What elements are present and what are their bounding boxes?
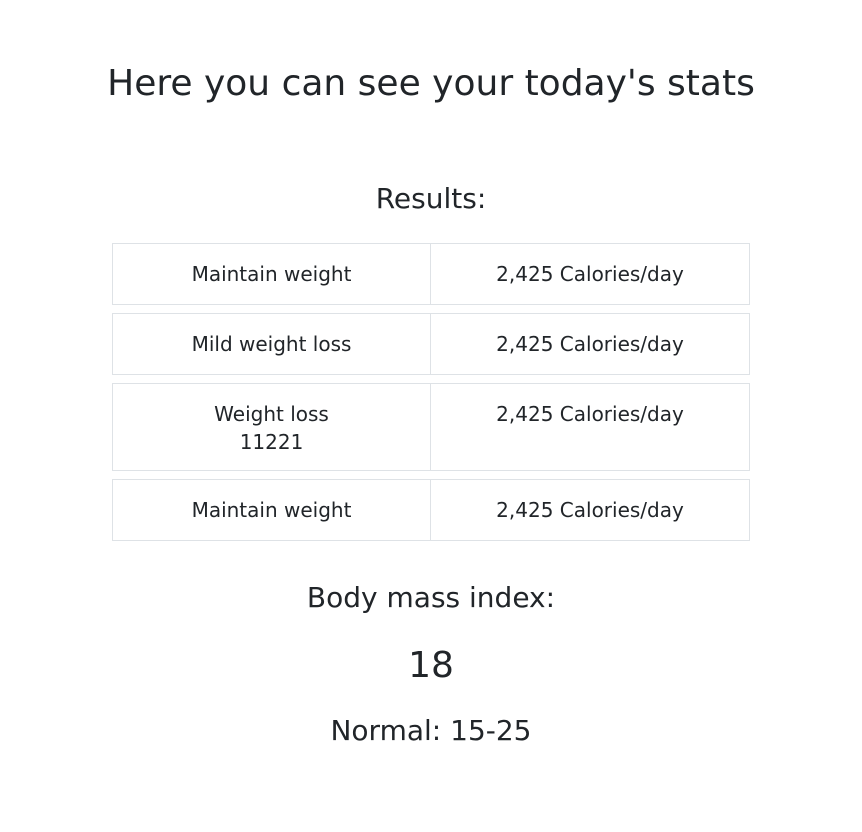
result-row: Mild weight loss 2,425 Calories/day	[112, 313, 750, 375]
result-label-detail: 11221	[239, 430, 304, 454]
results-table: Maintain weight 2,425 Calories/day Mild …	[112, 243, 750, 549]
result-label: Maintain weight	[191, 262, 352, 286]
page-title: Here you can see your today's stats	[107, 63, 755, 104]
result-value: 2,425 Calories/day	[496, 402, 684, 426]
result-row: Maintain weight 2,425 Calories/day	[112, 479, 750, 541]
result-label: Maintain weight	[191, 498, 352, 522]
result-value-cell: 2,425 Calories/day	[430, 479, 750, 541]
result-label-cell: Maintain weight	[112, 243, 431, 305]
results-heading: Results:	[375, 182, 487, 215]
result-label: Weight loss	[214, 402, 329, 426]
result-value-cell: 2,425 Calories/day	[430, 243, 750, 305]
result-value-cell: 2,425 Calories/day	[430, 383, 750, 471]
result-value: 2,425 Calories/day	[496, 332, 684, 356]
result-row: Weight loss 11221 2,425 Calories/day	[112, 383, 750, 471]
result-label: Mild weight loss	[191, 332, 352, 356]
result-row: Maintain weight 2,425 Calories/day	[112, 243, 750, 305]
result-value-cell: 2,425 Calories/day	[430, 313, 750, 375]
result-label-cell: Weight loss 11221	[112, 383, 431, 471]
bmi-normal-range: Normal: 15-25	[330, 714, 532, 747]
result-value: 2,425 Calories/day	[496, 262, 684, 286]
result-label-cell: Mild weight loss	[112, 313, 431, 375]
bmi-value: 18	[408, 645, 454, 686]
result-value: 2,425 Calories/day	[496, 498, 684, 522]
bmi-heading: Body mass index:	[306, 581, 556, 614]
result-label-cell: Maintain weight	[112, 479, 431, 541]
